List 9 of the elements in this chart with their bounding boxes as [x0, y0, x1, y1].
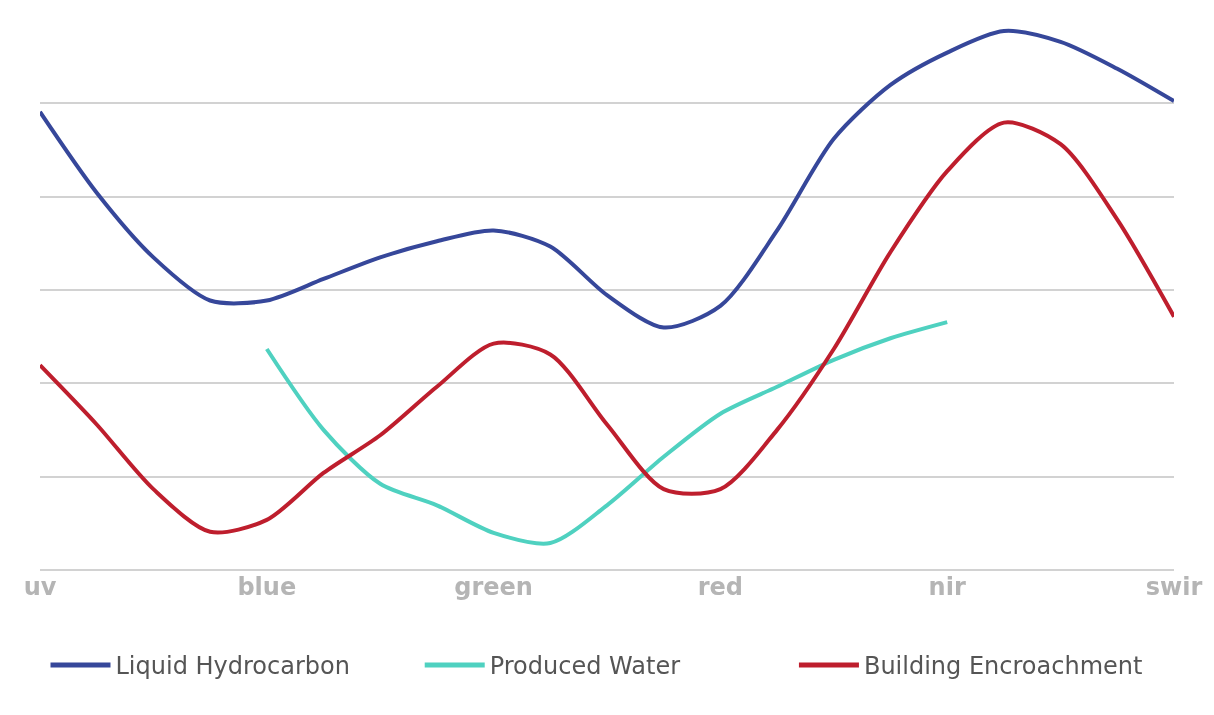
- x-tick-label: red: [697, 573, 744, 601]
- x-tick-label: swir: [1145, 573, 1203, 601]
- legend-label: Liquid Hydrocarbon: [115, 652, 350, 681]
- x-tick-label: uv: [23, 573, 57, 601]
- legend-label: Building Encroachment: [863, 652, 1143, 681]
- x-tick-label: nir: [928, 573, 966, 601]
- x-tick-label: blue: [237, 573, 297, 601]
- x-tick-label: green: [454, 573, 533, 601]
- legend-label: Produced Water: [489, 652, 681, 681]
